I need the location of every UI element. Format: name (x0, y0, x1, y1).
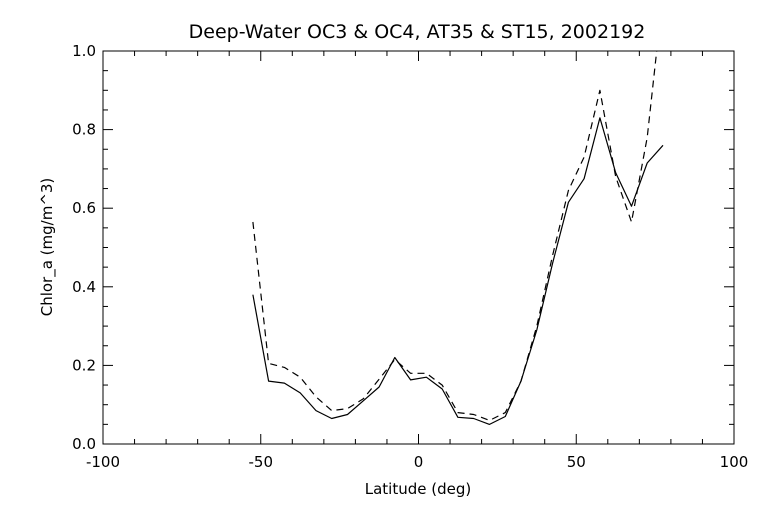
series-group (252, 50, 664, 425)
x-tick-label: 100 (720, 453, 749, 471)
x-axis-label: Latitude (deg) (365, 480, 471, 498)
plot-frame (102, 50, 735, 445)
x-tick-label: 0 (414, 453, 424, 471)
y-tick-label: 0.6 (72, 199, 96, 217)
chart-title: Deep-Water OC3 & OC4, AT35 & ST15, 20021… (189, 21, 646, 43)
x-tick-label: 50 (567, 453, 586, 471)
series-solid-line (252, 117, 664, 425)
x-tick-label: -50 (249, 453, 274, 471)
y-axis-label: Chlor_a (mg/m^3) (38, 178, 57, 317)
y-tick-label: 0.2 (72, 356, 96, 374)
x-tick-label: -100 (86, 453, 120, 471)
y-tick-label: 1.0 (72, 42, 96, 60)
y-tick-label: 0.0 (72, 435, 96, 453)
series-dashed-line (252, 50, 658, 421)
axis-ticks (102, 50, 735, 445)
y-tick-label: 0.8 (72, 121, 96, 139)
y-tick-label: 0.4 (72, 278, 96, 296)
axis-tick-labels: -100 -50 0 50 100 0.0 0.2 0.4 0.6 0.8 1.0 (72, 42, 748, 471)
